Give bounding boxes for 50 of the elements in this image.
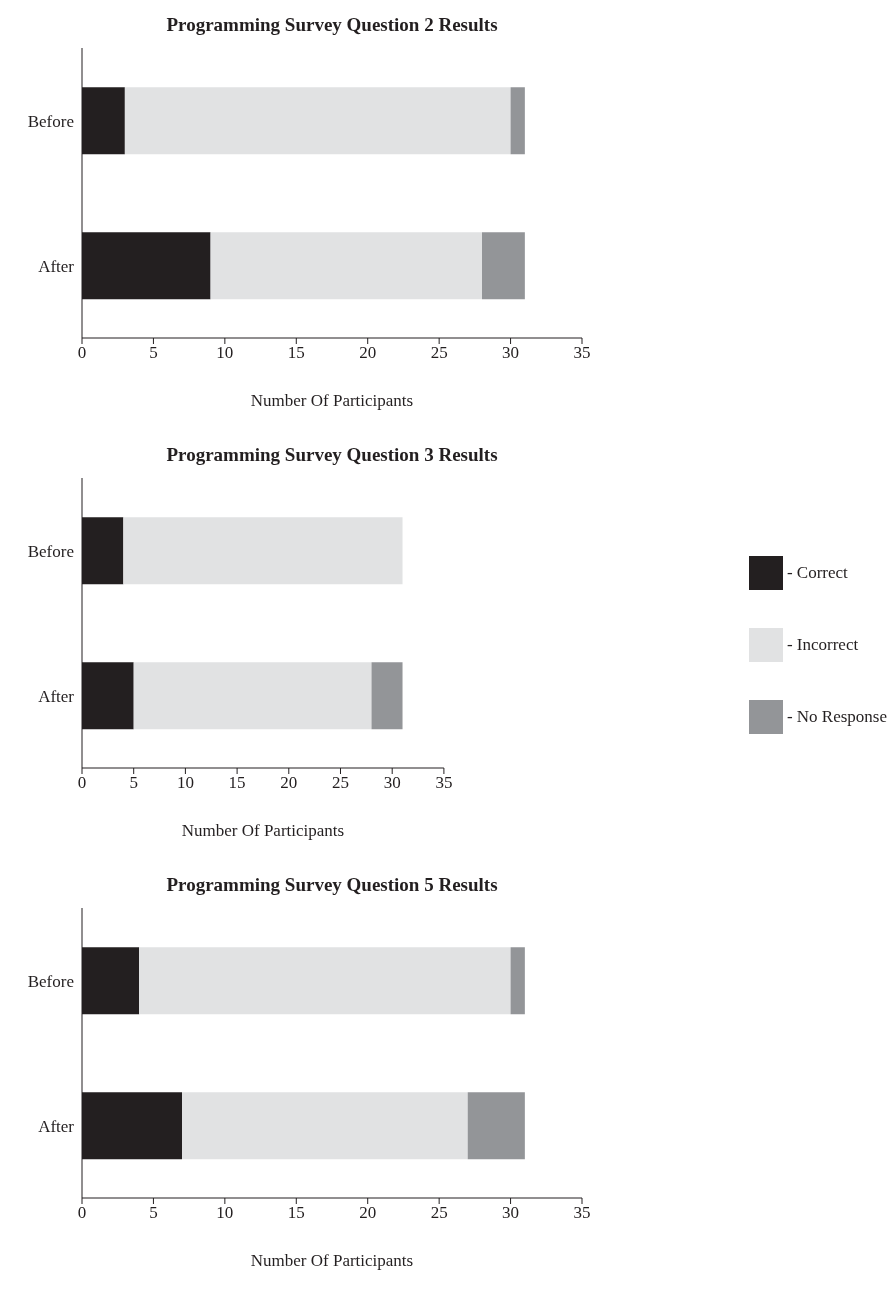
y-tick-label: Before	[27, 971, 74, 991]
bar	[210, 232, 482, 300]
x-tick-label: 25	[331, 773, 349, 793]
x-tick-label: 5	[129, 773, 138, 793]
x-tick-label: 0	[77, 343, 87, 363]
bar	[510, 87, 525, 155]
x-tick-label: 15	[287, 343, 305, 363]
bar	[133, 662, 372, 730]
x-axis-title: Number Of Participants	[181, 821, 345, 840]
x-tick-label: 10	[176, 773, 194, 793]
chart-title: Programming Survey Question 2 Results	[165, 14, 499, 36]
chart-title: Programming Survey Question 5 Results	[165, 874, 499, 896]
chart-title: Programming Survey Question 3 Results	[165, 444, 499, 466]
x-tick-label: 10	[216, 1203, 234, 1223]
bar	[123, 517, 403, 585]
x-tick-label: 0	[77, 1203, 87, 1223]
x-tick-label: 20	[280, 773, 298, 793]
y-tick-label: After	[38, 256, 75, 276]
x-tick-label: 15	[287, 1203, 305, 1223]
bar	[467, 1092, 525, 1160]
x-tick-label: 25	[430, 1203, 448, 1223]
x-tick-label: 10	[216, 343, 234, 363]
x-tick-label: 0	[77, 773, 87, 793]
bar	[371, 662, 403, 730]
bar	[139, 947, 511, 1015]
x-axis-title: Number Of Participants	[250, 391, 414, 410]
x-tick-label: 5	[149, 343, 158, 363]
legend-label: - No Response	[786, 707, 887, 727]
y-tick-label: After	[38, 686, 75, 706]
bar	[482, 232, 525, 300]
x-tick-label: 20	[359, 1203, 377, 1223]
bar	[124, 87, 511, 155]
legend-label: - Incorrect	[786, 635, 859, 655]
x-tick-label: 30	[502, 343, 520, 363]
x-tick-label: 20	[359, 343, 377, 363]
bar	[182, 1092, 468, 1160]
y-tick-label: After	[38, 1116, 75, 1136]
x-tick-label: 5	[149, 1203, 158, 1223]
bar	[510, 947, 525, 1015]
x-tick-label: 15	[228, 773, 246, 793]
y-tick-label: Before	[27, 541, 74, 561]
y-tick-label: Before	[27, 111, 74, 131]
legend-label: - Correct	[786, 563, 848, 583]
x-tick-label: 35	[573, 343, 591, 363]
x-tick-label: 30	[383, 773, 401, 793]
x-tick-label: 25	[430, 343, 448, 363]
x-tick-label: 35	[573, 1203, 591, 1223]
x-tick-label: 35	[435, 773, 453, 793]
x-axis-title: Number Of Participants	[250, 1251, 414, 1270]
x-tick-label: 30	[502, 1203, 520, 1223]
